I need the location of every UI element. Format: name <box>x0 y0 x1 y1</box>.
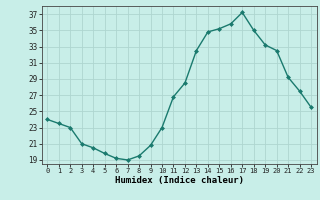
X-axis label: Humidex (Indice chaleur): Humidex (Indice chaleur) <box>115 176 244 185</box>
